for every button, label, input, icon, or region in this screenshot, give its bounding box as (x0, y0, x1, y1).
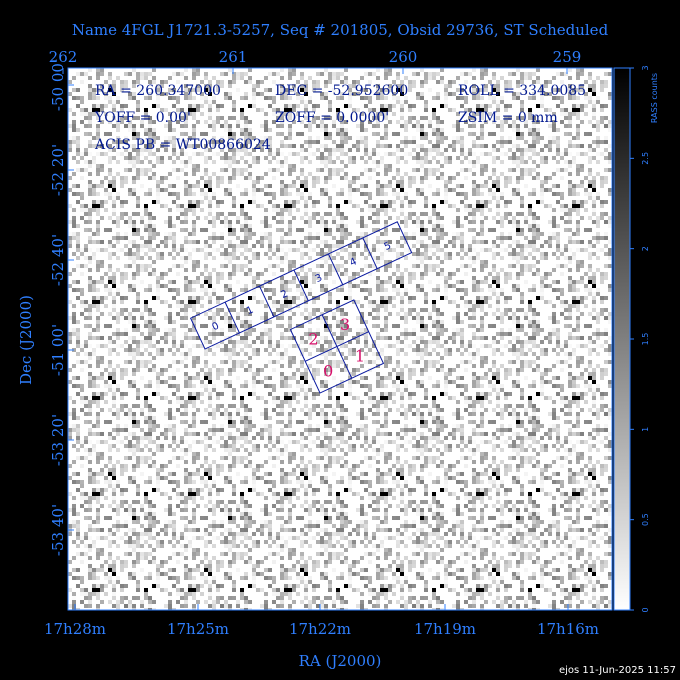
bottom-tick-label: 17h28m (44, 620, 106, 638)
chip-label: 2 (308, 330, 318, 349)
chip-divider (259, 285, 275, 318)
chip-label: 0 (323, 361, 333, 380)
colorbar-title: RASS counts (650, 73, 659, 123)
y-axis-title: Dec (J2000) (17, 295, 35, 385)
acis-s-array: 0 1 2 3 4 5 (189, 221, 413, 350)
bottom-tick-label: 17h16m (537, 620, 599, 638)
colorbar-tick-label: 0 (641, 607, 650, 612)
acis-i-array: 2 3 0 1 (289, 299, 385, 394)
chip-label: 1 (355, 347, 365, 366)
info-text: ZOFF = 0.0000' (275, 110, 389, 126)
chip-label: 2 (279, 288, 289, 301)
colorbar-tick-label: 2 (641, 246, 650, 251)
info: RA = 260.347000 DEC = -52.952600 ROLL = … (94, 83, 586, 153)
top-tick-label: 259 (553, 48, 582, 66)
info-text: RA = 260.347000 (95, 83, 221, 99)
bottom-tick-label: 17h25m (167, 620, 229, 638)
chip-label: 5 (383, 240, 393, 253)
chip-divider (224, 301, 240, 334)
chip-label: 4 (348, 256, 358, 269)
top-tick-label: 260 (389, 48, 418, 66)
top-tick-label: 261 (219, 48, 248, 66)
sky-image (67, 67, 613, 611)
footer: ejos 11-Jun-2025 11:57 (559, 665, 676, 676)
info-text: ROLL = 334.0085 (458, 83, 586, 99)
bottom-ticks: 17h28m 17h25m 17h22m 17h19m 17h16m (44, 604, 599, 638)
info-text: ZSIM = 0 mm (458, 110, 558, 126)
top-ticks: 262 261 260 259 (49, 48, 582, 74)
colorbar (613, 67, 631, 611)
colorbar-tick-label: 2.5 (641, 152, 650, 165)
colorbar-ticks: 0 0.5 1 1.5 2 2.5 3 (630, 65, 650, 613)
colorbar-tick-label: 1.5 (641, 333, 650, 346)
colorbar-tick-label: 3 (641, 65, 650, 70)
chip-divider (304, 331, 369, 362)
colorbar-tick-label: 1 (641, 427, 650, 432)
left-tick-label: -52 40' (49, 234, 67, 286)
colorbar-tick-label: 0.5 (641, 513, 650, 526)
left-ticks: -50 00' -52 20' -52 40' -51 00' -53 20' -53 4… (49, 59, 74, 556)
left-tick-label: -53 40' (49, 504, 67, 556)
chip-label: 0 (210, 321, 220, 334)
chip-label: 3 (314, 272, 324, 285)
chip-label: 1 (245, 305, 255, 318)
bottom-tick-label: 17h19m (414, 620, 476, 638)
left-tick-label: -50 00' (49, 59, 67, 111)
bottom-tick-label: 17h22m (289, 620, 351, 638)
info-text: DEC = -52.952600 (275, 83, 408, 99)
x-axis-title: RA (J2000) (299, 652, 382, 670)
left-tick-label: -52 20' (49, 144, 67, 196)
top-tick-label: 262 (49, 48, 78, 66)
title: Name 4FGL J1721.3-5257, Seq # 201805, Ob… (72, 21, 609, 39)
left-tick-label: -51 00' (49, 324, 67, 376)
info-text: YOFF = 0.00' (94, 110, 191, 126)
chip-divider (293, 269, 309, 302)
chip-divider (327, 253, 344, 285)
info-text: ACIS PB = WT00866024 (94, 137, 271, 153)
left-tick-label: -53 20' (49, 414, 67, 466)
chip-label: 3 (340, 315, 350, 334)
chip-divider (362, 237, 378, 269)
